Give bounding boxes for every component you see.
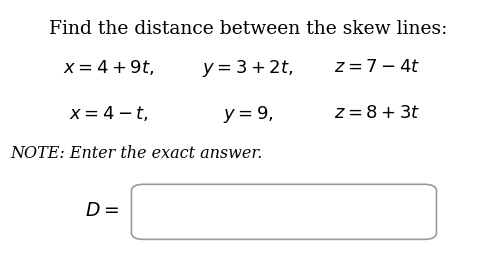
Text: $z = 8 + 3t$: $z = 8 + 3t$ (334, 104, 420, 122)
Text: NOTE: Enter the exact answer.: NOTE: Enter the exact answer. (10, 145, 262, 162)
FancyBboxPatch shape (131, 184, 436, 239)
Text: Find the distance between the skew lines:: Find the distance between the skew lines… (49, 20, 447, 38)
Text: $y = 3 + 2t,$: $y = 3 + 2t,$ (202, 58, 294, 79)
Text: $z = 7 - 4t$: $z = 7 - 4t$ (334, 58, 420, 76)
Text: $D =$: $D =$ (85, 202, 119, 220)
Text: $y = 9,$: $y = 9,$ (223, 104, 273, 125)
Text: $x = 4 - t,$: $x = 4 - t,$ (69, 104, 149, 123)
Text: $x = 4 + 9t,$: $x = 4 + 9t,$ (63, 58, 155, 77)
